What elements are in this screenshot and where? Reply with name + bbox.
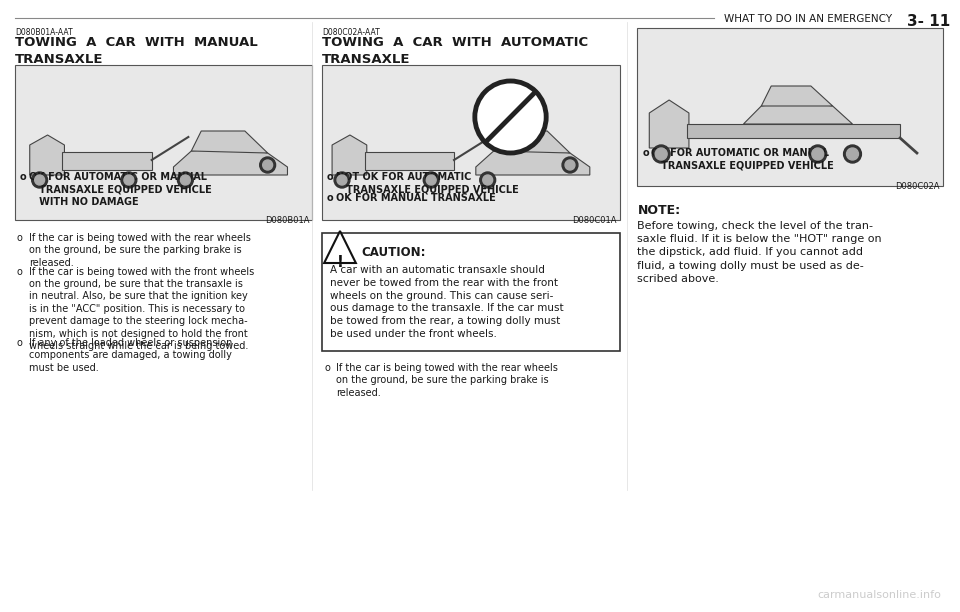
Polygon shape (649, 100, 689, 148)
Bar (62, 152, 152, 170)
Text: CAUTION:: CAUTION: (362, 246, 426, 259)
Bar (365, 152, 454, 170)
Circle shape (180, 175, 190, 185)
Text: OK FOR AUTOMATIC OR MANUAL
   TRANSAXLE EQUIPPED VEHICLE
   WITH NO DAMAGE: OK FOR AUTOMATIC OR MANUAL TRANSAXLE EQU… (29, 172, 211, 207)
Text: 3- 11: 3- 11 (907, 14, 950, 29)
Text: o: o (327, 193, 334, 203)
Circle shape (334, 172, 350, 188)
Text: D080C02A: D080C02A (896, 182, 940, 191)
Circle shape (32, 172, 48, 188)
Text: NOTE:: NOTE: (637, 204, 681, 217)
Text: If any of the loaded wheels or suspension
components are damaged, a towing dolly: If any of the loaded wheels or suspensio… (29, 338, 232, 373)
Circle shape (337, 175, 347, 185)
Polygon shape (761, 86, 832, 106)
Polygon shape (174, 147, 287, 175)
Circle shape (652, 145, 670, 163)
Text: If the car is being towed with the rear wheels
on the ground, be sure the parkin: If the car is being towed with the rear … (29, 233, 251, 268)
Polygon shape (332, 135, 367, 175)
Text: o: o (20, 172, 27, 182)
Circle shape (565, 160, 575, 170)
Circle shape (812, 148, 824, 160)
Circle shape (483, 175, 492, 185)
Circle shape (178, 172, 193, 188)
Text: o: o (17, 233, 23, 243)
Polygon shape (493, 131, 570, 153)
Text: o: o (324, 363, 330, 373)
Polygon shape (191, 131, 268, 153)
Circle shape (124, 175, 133, 185)
Text: o: o (327, 172, 334, 182)
Text: OK FOR AUTOMATIC OR MANUAL
   TRANSAXLE EQUIPPED VEHICLE: OK FOR AUTOMATIC OR MANUAL TRANSAXLE EQU… (651, 148, 834, 170)
Text: D080C01A: D080C01A (572, 216, 616, 225)
Polygon shape (476, 147, 589, 175)
Circle shape (656, 148, 667, 160)
FancyBboxPatch shape (14, 65, 312, 220)
FancyBboxPatch shape (323, 233, 619, 351)
Text: If the car is being towed with the rear wheels
on the ground, be sure the parkin: If the car is being towed with the rear … (336, 363, 558, 398)
Text: o: o (642, 148, 649, 158)
FancyBboxPatch shape (637, 28, 943, 186)
Text: WHAT TO DO IN AN EMERGENCY: WHAT TO DO IN AN EMERGENCY (724, 14, 892, 24)
Text: If the car is being towed with the front wheels
on the ground, be sure that the : If the car is being towed with the front… (29, 266, 254, 351)
Text: D080C02A-AAT: D080C02A-AAT (323, 28, 380, 37)
Circle shape (423, 172, 439, 188)
Circle shape (847, 148, 858, 160)
Circle shape (844, 145, 861, 163)
Text: OK FOR MANUAL TRANSAXLE: OK FOR MANUAL TRANSAXLE (336, 193, 495, 203)
Polygon shape (743, 101, 852, 124)
Text: o: o (17, 266, 23, 277)
Circle shape (263, 160, 273, 170)
Text: o: o (17, 338, 23, 348)
Text: !: ! (337, 255, 344, 270)
Text: D080B01A: D080B01A (265, 216, 309, 225)
Circle shape (426, 175, 436, 185)
Polygon shape (30, 135, 64, 175)
Text: NOT OK FOR AUTOMATIC
   TRANSAXLE EQUIPPED VEHICLE: NOT OK FOR AUTOMATIC TRANSAXLE EQUIPPED … (336, 172, 518, 195)
Text: TOWING  A  CAR  WITH  MANUAL
TRANSAXLE: TOWING A CAR WITH MANUAL TRANSAXLE (14, 36, 257, 66)
Circle shape (475, 81, 546, 153)
Circle shape (35, 175, 44, 185)
Text: Before towing, check the level of the tran-
saxle fluid. If it is below the "HOT: Before towing, check the level of the tr… (637, 221, 882, 284)
Circle shape (480, 172, 495, 188)
Text: D080B01A-AAT: D080B01A-AAT (14, 28, 73, 37)
Text: A car with an automatic transaxle should
never be towed from the rear with the f: A car with an automatic transaxle should… (330, 265, 564, 339)
Circle shape (260, 157, 276, 173)
FancyBboxPatch shape (323, 65, 619, 220)
Bar (687, 124, 900, 138)
Text: carmanualsonline.info: carmanualsonline.info (818, 590, 942, 600)
Circle shape (121, 172, 136, 188)
Circle shape (562, 157, 578, 173)
Polygon shape (324, 231, 356, 263)
Circle shape (809, 145, 827, 163)
Text: TOWING  A  CAR  WITH  AUTOMATIC
TRANSAXLE: TOWING A CAR WITH AUTOMATIC TRANSAXLE (323, 36, 588, 66)
